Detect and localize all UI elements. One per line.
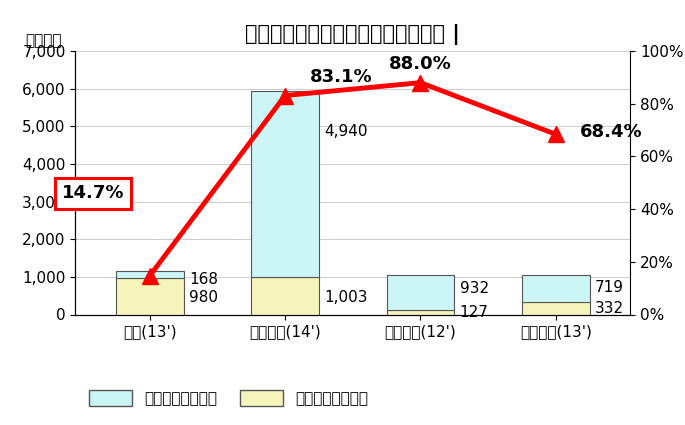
Title: 【既存住宅流通シェアの国際比較】 |: 【既存住宅流通シェアの国際比較】 | — [245, 24, 460, 45]
Text: 4,940: 4,940 — [325, 124, 368, 139]
Bar — [251, 91, 319, 277]
Text: 14.7%: 14.7% — [62, 184, 124, 202]
Text: 88.0%: 88.0% — [389, 55, 452, 74]
Bar — [251, 277, 319, 314]
Bar — [522, 275, 590, 302]
Legend: 既存取引/全体（既存+新築）取引: 既存取引/全体（既存+新築）取引 — [83, 422, 296, 425]
Bar — [522, 302, 590, 314]
Text: 719: 719 — [595, 280, 624, 295]
Text: 980: 980 — [189, 290, 218, 306]
Bar — [386, 275, 454, 310]
Text: 1,003: 1,003 — [325, 290, 368, 305]
Text: 168: 168 — [189, 272, 218, 287]
Text: 332: 332 — [595, 301, 624, 316]
Text: （千戸）: （千戸） — [25, 34, 62, 48]
Text: 68.4%: 68.4% — [580, 123, 643, 141]
Text: 83.1%: 83.1% — [310, 68, 372, 86]
Bar — [386, 310, 454, 314]
Bar — [116, 271, 184, 278]
Text: 932: 932 — [460, 281, 489, 296]
Text: 127: 127 — [460, 305, 488, 320]
Bar — [116, 278, 184, 314]
